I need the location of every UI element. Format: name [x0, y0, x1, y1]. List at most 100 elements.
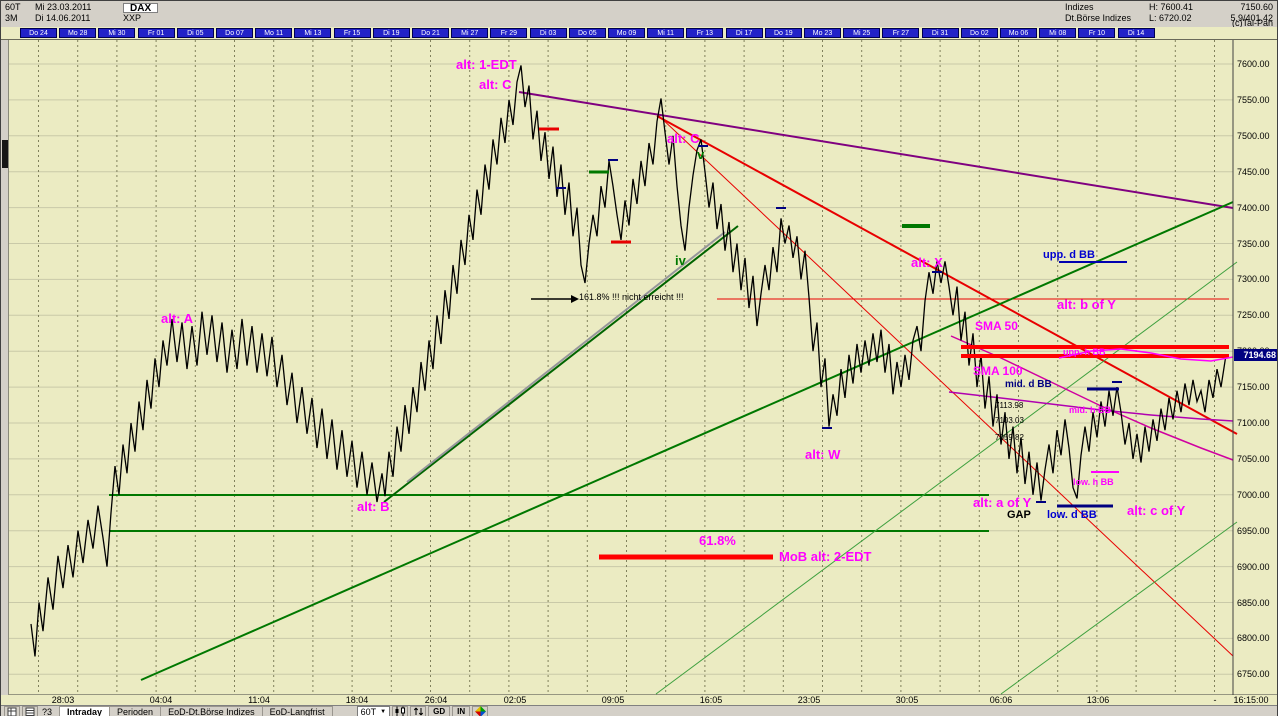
left-scrollbar[interactable]: [1, 40, 9, 695]
price-axis-label: 6950.00: [1237, 525, 1270, 536]
date-button-do-21[interactable]: Do 21: [412, 28, 449, 38]
price-axis-label: 7500.00: [1237, 130, 1270, 141]
category-label: Indizes: [1065, 2, 1094, 12]
date-button-mi-30[interactable]: Mi 30: [98, 28, 136, 38]
date-button-do-24[interactable]: Do 24: [20, 28, 57, 38]
diamond-icon[interactable]: [472, 706, 489, 716]
instrument-info: 60T Mi 23.03.2011 DAX 3M Di 14.06.2011 X…: [5, 3, 162, 25]
price-axis-label: 7550.00: [1237, 94, 1270, 105]
date-button-mo-09[interactable]: Mo 09: [608, 28, 645, 38]
date-button-mo-28[interactable]: Mo 28: [59, 28, 97, 38]
sma-100: [948, 391, 1234, 422]
time-axis: 28:03 04:04 11:04 18:04 26:04 02:05 09:05 16:05…: [1, 695, 1277, 705]
diamond-glyph: [474, 706, 486, 716]
date-button-di-05[interactable]: Di 05: [176, 28, 214, 38]
layout-icon-glyph: [7, 707, 17, 716]
time-axis-label: 23:05: [797, 695, 821, 705]
price-axis-label: 7150.00: [1237, 382, 1270, 393]
time-axis-label: 18:04: [345, 695, 369, 705]
annotation-61-8: 61.8%: [699, 533, 736, 548]
purple-trendline: [518, 91, 1234, 209]
annotation-alt-b: alt: B: [357, 499, 390, 514]
in-button[interactable]: IN: [452, 706, 471, 716]
date-button-fr-15[interactable]: Fr 15: [333, 28, 371, 38]
date-button-di-19[interactable]: Di 19: [372, 28, 410, 38]
target-arrow-head: [571, 295, 579, 303]
date-button-do-19[interactable]: Do 19: [764, 28, 802, 38]
date-button-fr-10[interactable]: Fr 10: [1078, 28, 1116, 38]
scrollbar-thumb[interactable]: [2, 140, 8, 168]
annotation-alt-a-of-y: alt: a of Y: [973, 495, 1032, 510]
chevron-down-icon: ▼: [380, 708, 387, 715]
title-bar: 60T Mi 23.03.2011 DAX 3M Di 14.06.2011 X…: [1, 1, 1277, 28]
time-axis-label: 13:06: [1086, 695, 1110, 705]
date-button-mi-27[interactable]: Mi 27: [451, 28, 489, 38]
green-uptrend-long: [140, 201, 1234, 681]
timeframe-bottom-label[interactable]: 3M: [5, 13, 18, 23]
annotation-mob-alt-2-edt: MoB alt: 2-EDT: [779, 549, 872, 564]
last-value: 7150.60: [1240, 2, 1273, 12]
price-axis-label: 7100.00: [1237, 418, 1270, 428]
annotation-7113-98: 7113.98: [995, 401, 1024, 410]
tab-perioden[interactable]: Perioden: [109, 706, 162, 716]
annotation-7059-82: 7059.82: [995, 433, 1024, 442]
date-button-di-31[interactable]: Di 31: [921, 28, 959, 38]
annotation-upp-d-bb: upp. d BB: [1043, 249, 1095, 261]
date-button-fr-29[interactable]: Fr 29: [490, 28, 528, 38]
date-button-fr-13[interactable]: Fr 13: [686, 28, 724, 38]
annotation-alt-c: alt: C: [479, 77, 512, 92]
sort-arrows-glyph: [413, 707, 423, 716]
tab-eod-dt-b-rse-indizes[interactable]: EoD-Dt.Börse Indizes: [160, 706, 263, 716]
chart-canvas[interactable]: [1, 40, 1277, 695]
date-button-do-05[interactable]: Do 05: [568, 28, 606, 38]
date-button-di-03[interactable]: Di 03: [529, 28, 567, 38]
time-axis-label: 16:05: [699, 695, 723, 705]
date-button-do-07[interactable]: Do 07: [216, 28, 253, 38]
sort-arrows-icon[interactable]: [410, 706, 427, 716]
price-axis-label: 7000.00: [1237, 489, 1270, 500]
date-button-di-17[interactable]: Di 17: [725, 28, 763, 38]
stats-value: 5.9/401.42: [1230, 13, 1273, 23]
price-axis-label: 7300.00: [1237, 274, 1270, 285]
date-button-mi-08[interactable]: Mi 08: [1039, 28, 1077, 38]
date-button-do-02[interactable]: Do 02: [960, 28, 998, 38]
annotation-mid-h-bb: mid. h BB: [1069, 405, 1111, 415]
time-axis-label: 26:04: [424, 695, 448, 705]
grid-icon[interactable]: [22, 706, 38, 716]
date-button-mi-13[interactable]: Mi 13: [294, 28, 332, 38]
price-axis-label: 7400.00: [1237, 202, 1270, 213]
sheet-tabs: Intraday Perioden EoD-Dt.Börse Indizes EoD-…: [59, 706, 333, 716]
date-button-di-14[interactable]: Di 14: [1117, 28, 1155, 38]
price-axis-label: 6850.00: [1237, 597, 1270, 608]
date-button-fr-27[interactable]: Fr 27: [882, 28, 920, 38]
annotation-low-d-bb: low. d BB: [1047, 509, 1097, 521]
timeframe-top-label[interactable]: 60T: [5, 2, 21, 12]
layout-icon[interactable]: [4, 706, 20, 716]
last-price-badge: 7194.68: [1234, 349, 1277, 362]
price-series: [30, 65, 1227, 657]
green-channel-right-1: [655, 261, 1238, 695]
time-axis-label: 06:06: [989, 695, 1013, 705]
gd-button[interactable]: GD: [428, 706, 451, 716]
low-value: L: 6720.02: [1149, 13, 1192, 23]
annotation-161-8-nicht-erreicht: 161.8% !!! nicht erreicht !!!: [579, 292, 684, 302]
candlestick-chart-icon[interactable]: [392, 706, 409, 716]
page-indicator: ?3: [42, 706, 53, 716]
green-channel-right-2: [1000, 521, 1238, 695]
plot-area[interactable]: 7600.00 7550.00 7500.00 7450.00 7400.00 7350.…: [1, 39, 1277, 695]
date-button-mo-23[interactable]: Mo 23: [804, 28, 841, 38]
date-button-mi-11[interactable]: Mi 11: [647, 28, 685, 38]
high-value: H: 7600.41: [1149, 2, 1194, 12]
timeframe-select[interactable]: 60T ▼: [356, 706, 391, 716]
quote-info: Indizes H: 7600.41 7150.60 Dt.Börse Indi…: [1065, 3, 1273, 25]
upper-hourly-bb: [1058, 348, 1234, 362]
symbol-code: XXP: [123, 13, 142, 23]
exchange-label: Dt.Börse Indizes: [1065, 13, 1132, 23]
tab-eod-langfrist[interactable]: EoD-Langfrist: [261, 706, 333, 716]
date-button-mi-25[interactable]: Mi 25: [843, 28, 881, 38]
date-button-mo-11[interactable]: Mo 11: [255, 28, 293, 38]
symbol-name[interactable]: DAX: [123, 3, 159, 14]
date-button-fr-01[interactable]: Fr 01: [137, 28, 175, 38]
tab-intraday[interactable]: Intraday: [59, 706, 111, 716]
date-button-mo-06[interactable]: Mo 06: [1000, 28, 1037, 38]
